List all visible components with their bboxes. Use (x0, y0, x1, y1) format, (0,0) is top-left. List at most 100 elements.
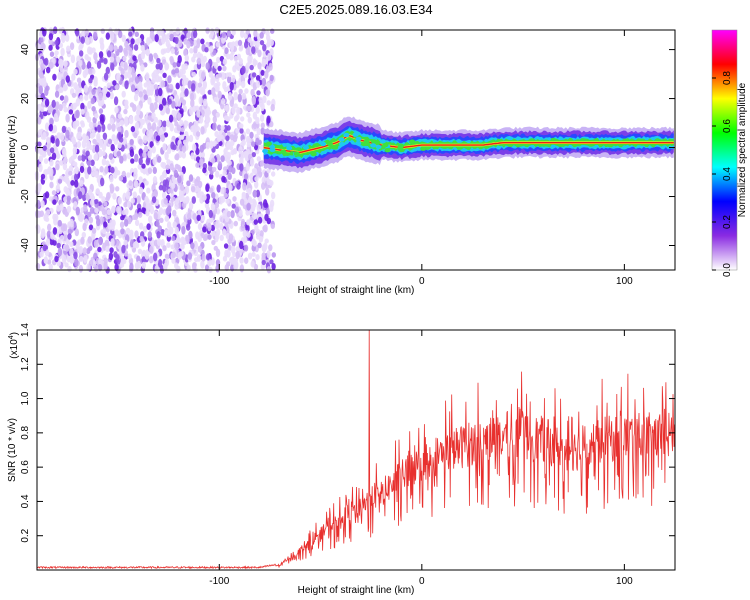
noise-dot (202, 194, 207, 201)
noise-dot (106, 82, 112, 89)
colorbar-tick-label: 0.8 (722, 71, 733, 85)
y-tick-label: 0.6 (20, 460, 31, 474)
noise-dot (127, 253, 132, 260)
noise-dot (138, 81, 143, 90)
noise-dot (270, 28, 275, 34)
noise-dot (172, 221, 177, 229)
noise-dot (200, 259, 205, 269)
noise-dot (132, 55, 137, 61)
y-tick-label: -40 (20, 238, 31, 253)
noise-dot (254, 180, 259, 189)
noise-dot (171, 69, 176, 75)
noise-dot (259, 230, 264, 238)
noise-dot (114, 84, 119, 90)
noise-dot (57, 71, 62, 81)
signal-blob (343, 132, 350, 138)
noise-dot (120, 257, 126, 265)
noise-dot (262, 95, 267, 104)
noise-dot (158, 87, 163, 97)
noise-dot (159, 217, 164, 223)
noise-dot (207, 222, 212, 232)
noise-dot (174, 262, 179, 270)
noise-dot (148, 256, 154, 264)
noise-dot (240, 116, 245, 122)
noise-dot (162, 143, 167, 152)
noise-dot (107, 222, 113, 230)
noise-dot (126, 172, 131, 178)
noise-dot (66, 45, 71, 52)
noise-dot (117, 141, 122, 149)
snr-series-line (36, 329, 676, 570)
noise-dot (51, 152, 57, 161)
signal-blob (303, 145, 309, 150)
noise-dot (164, 258, 169, 267)
noise-dot (231, 106, 236, 115)
noise-dot (65, 34, 70, 42)
noise-dot (250, 260, 255, 268)
noise-dot (235, 250, 240, 260)
noise-dot (268, 62, 273, 71)
noise-dot (98, 191, 103, 199)
noise-dot (244, 257, 249, 265)
noise-dot (40, 92, 45, 100)
noise-dot (87, 100, 92, 110)
noise-dot (37, 116, 42, 125)
noise-dot (205, 141, 210, 150)
noise-dot (71, 73, 76, 81)
noise-scatter (34, 26, 276, 274)
noise-dot (261, 182, 266, 190)
noise-dot (223, 243, 229, 249)
colorbar-ticks: 0.0 0.2 0.4 0.6 0.8 (712, 71, 733, 277)
noise-dot (202, 98, 208, 107)
y-tick-label: 1.4 (20, 323, 31, 337)
noise-dot (84, 172, 90, 180)
noise-dot (59, 132, 65, 141)
signal-blob (364, 141, 371, 146)
noise-dot (199, 86, 204, 95)
noise-dot (175, 27, 181, 35)
noise-dot (217, 90, 222, 99)
noise-dot (245, 29, 250, 35)
noise-dot (157, 258, 163, 268)
noise-dot (101, 143, 107, 152)
noise-dot (216, 56, 221, 64)
noise-dot (255, 75, 261, 81)
noise-dot (57, 247, 63, 257)
noise-dot (88, 189, 93, 196)
y-tick-label: 0 (20, 144, 31, 150)
noise-dot (91, 227, 97, 234)
y-tick-label: 0.2 (20, 528, 31, 542)
signal-blob (375, 144, 382, 150)
noise-dot (41, 151, 47, 158)
noise-dot (180, 85, 185, 93)
noise-dot (158, 184, 164, 191)
noise-dot (175, 153, 180, 161)
noise-dot (215, 170, 220, 178)
noise-dot (97, 246, 102, 253)
noise-dot (197, 235, 202, 243)
noise-dot (140, 64, 145, 72)
noise-dot (40, 231, 45, 239)
noise-dot (124, 116, 129, 124)
noise-dot (114, 106, 119, 114)
noise-dot (176, 124, 181, 132)
noise-dot (254, 176, 259, 182)
noise-dot (104, 166, 109, 174)
noise-dot (216, 184, 221, 193)
noise-dot (121, 170, 127, 178)
noise-dot (170, 48, 175, 54)
noise-dot (251, 72, 257, 78)
noise-dot (195, 147, 200, 155)
noise-dot (155, 220, 160, 228)
noise-dot (74, 179, 79, 188)
noise-dot (230, 210, 235, 219)
noise-dot (225, 135, 230, 142)
noise-dot (46, 136, 51, 143)
noise-dot (151, 72, 156, 79)
noise-dot (57, 178, 63, 184)
noise-dot (252, 240, 257, 247)
noise-dot (44, 249, 50, 257)
noise-dot (227, 172, 232, 180)
noise-dot (250, 88, 255, 97)
noise-dot (134, 76, 140, 84)
